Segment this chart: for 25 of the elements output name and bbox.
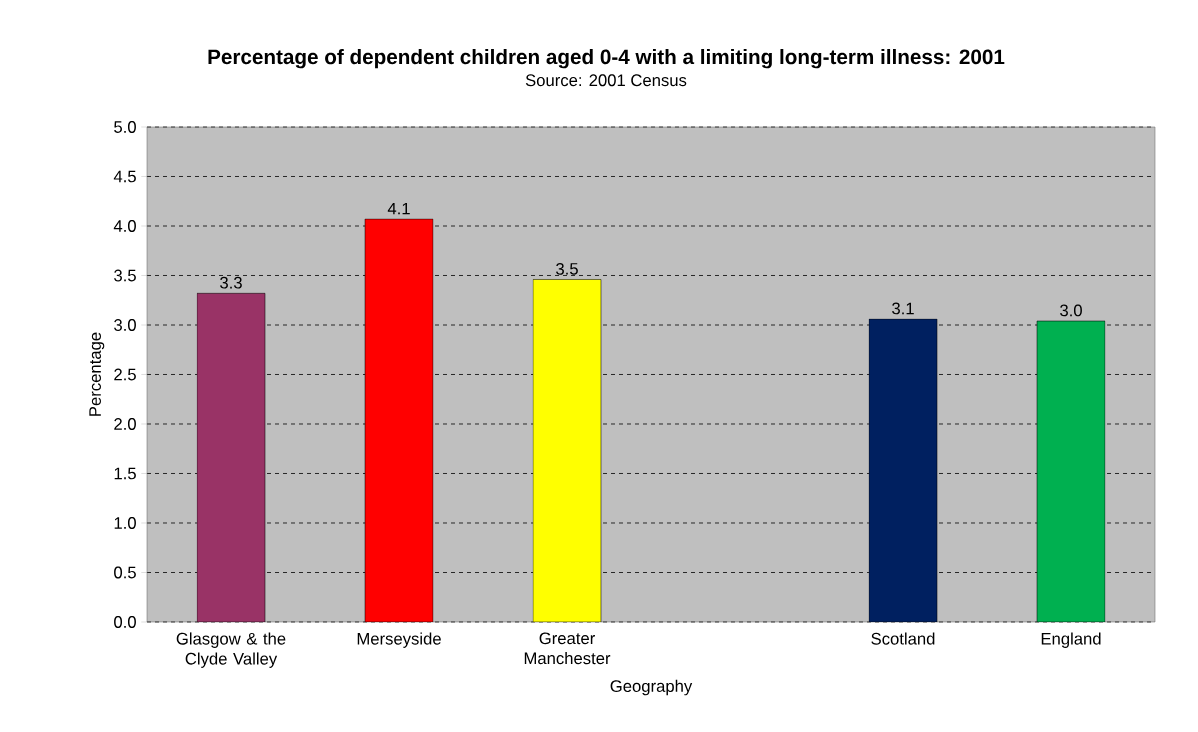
y-axis-title: Percentage xyxy=(89,332,105,416)
y-tick-label: 2.0 xyxy=(114,418,136,430)
y-tick-label: 3.5 xyxy=(114,269,136,282)
y-tick-label: 4.0 xyxy=(113,220,136,232)
y-tick-label: 0.0 xyxy=(114,616,136,628)
x-axis-title: Geography xyxy=(610,679,693,696)
x-tick-label: Merseyside xyxy=(357,632,441,648)
y-tick-label: 2.5 xyxy=(114,368,136,381)
data-label: 3.3 xyxy=(220,276,242,289)
y-tick-label: 1.0 xyxy=(114,517,136,529)
y-tick-label: 1.5 xyxy=(114,467,136,480)
x-tick-label: Greater Manchester xyxy=(524,632,611,665)
x-tick-label: Scotland xyxy=(871,632,935,645)
y-tick-label: 3.0 xyxy=(114,319,136,331)
y-tick-label: 5.0 xyxy=(114,121,136,133)
x-tick-label: England xyxy=(1041,632,1101,648)
y-tick-label: 4.5 xyxy=(113,170,136,183)
data-label: 3.5 xyxy=(556,262,578,275)
chart-title: Percentage of dependent children aged 0-4 with a limiting long-term illness: 2001 xyxy=(208,49,1005,69)
chart-subtitle: Source: 2001 Census xyxy=(525,74,687,87)
data-label: 3.0 xyxy=(1060,304,1082,317)
y-tick-label: 0.5 xyxy=(114,566,136,579)
data-label: 3.1 xyxy=(892,302,914,315)
data-label: 4.1 xyxy=(387,202,410,215)
x-tick-label: Glasgow & the Clyde Valley xyxy=(176,632,286,668)
